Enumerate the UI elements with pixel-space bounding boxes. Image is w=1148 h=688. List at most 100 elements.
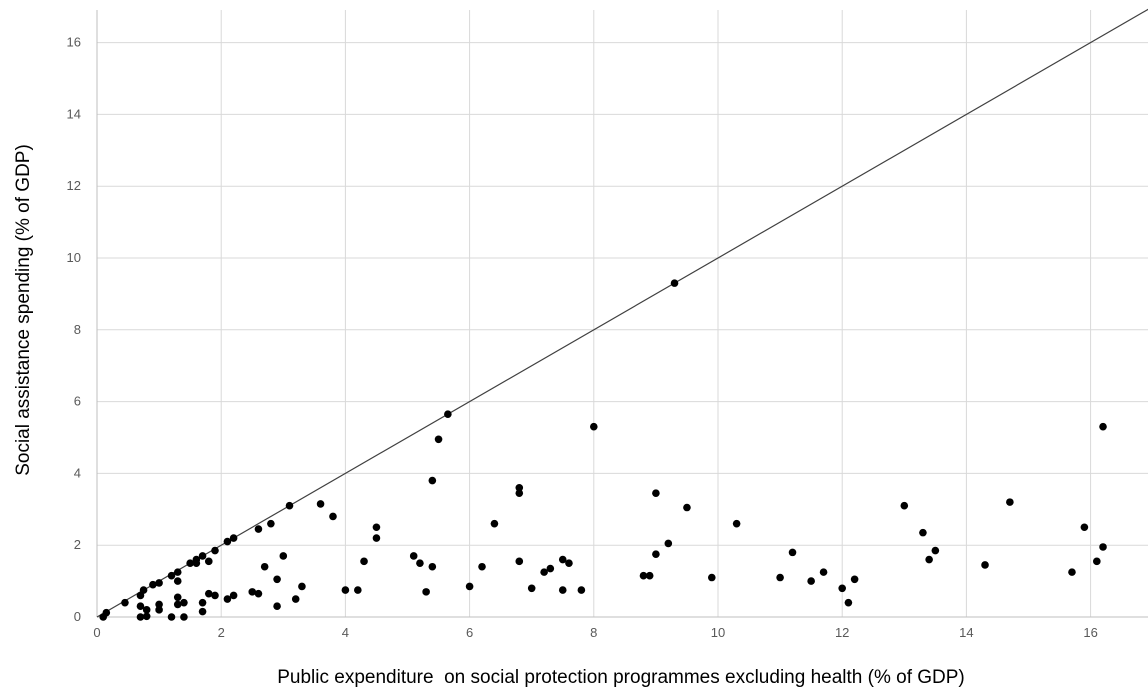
data-point	[900, 501, 909, 510]
data-point	[478, 562, 486, 571]
data-point	[1099, 422, 1107, 431]
data-point	[279, 552, 288, 560]
data-point	[198, 598, 207, 607]
data-point	[204, 557, 213, 566]
data-point	[422, 588, 430, 596]
data-point	[360, 557, 368, 566]
data-point	[139, 586, 148, 594]
data-point	[173, 593, 182, 602]
data-point	[155, 606, 163, 614]
data-point	[173, 577, 182, 585]
y-tick-label: 0	[74, 609, 81, 624]
data-point	[180, 598, 188, 607]
y-tick-label: 10	[67, 250, 81, 265]
data-point	[434, 435, 443, 444]
data-point	[142, 606, 151, 614]
data-point	[931, 546, 940, 555]
data-point	[229, 591, 238, 600]
data-points	[99, 279, 1107, 621]
x-tick-label: 10	[711, 625, 725, 640]
y-tick-label: 12	[67, 178, 81, 193]
data-point	[267, 519, 275, 528]
data-point	[527, 584, 536, 593]
x-tick-label: 12	[835, 625, 849, 640]
x-tick-label: 4	[342, 625, 349, 640]
data-point	[819, 568, 828, 576]
data-point	[329, 512, 337, 521]
data-point	[229, 534, 238, 542]
data-point	[788, 548, 797, 557]
data-point	[198, 607, 207, 616]
data-point	[155, 600, 163, 609]
y-tick-label: 4	[74, 465, 81, 480]
data-point	[186, 559, 194, 567]
data-point	[211, 546, 219, 555]
data-point	[444, 410, 452, 418]
y-tick-label: 16	[67, 35, 81, 50]
data-point	[639, 571, 648, 580]
data-point	[273, 575, 281, 584]
data-point	[167, 613, 176, 621]
x-tick-label: 6	[466, 625, 473, 640]
data-point	[844, 598, 853, 607]
data-point	[372, 523, 381, 532]
data-point	[260, 562, 269, 571]
data-point	[515, 489, 524, 497]
data-point	[919, 528, 927, 537]
x-axis-title: Public expenditure on social protection …	[277, 667, 965, 688]
data-point	[173, 600, 182, 609]
data-point	[155, 579, 163, 587]
x-tick-label: 2	[218, 625, 225, 640]
data-point	[136, 613, 145, 621]
data-point	[136, 602, 145, 611]
data-point	[664, 539, 673, 548]
data-point	[1093, 557, 1101, 566]
data-point	[254, 525, 263, 533]
tick-labels: 0 2 4 6 8 10 12 14 16 0 2 4 6 8 10 12 14 16	[67, 35, 1098, 640]
data-point	[428, 562, 437, 571]
x-tick-label: 14	[959, 625, 973, 640]
data-point	[465, 582, 474, 591]
y-tick-label: 8	[74, 322, 81, 337]
reference-line	[96, 8, 1148, 618]
data-point	[192, 555, 201, 564]
gridlines	[97, 10, 1148, 617]
data-point	[652, 550, 660, 558]
data-point	[590, 422, 598, 431]
data-point	[515, 557, 524, 566]
data-point	[732, 519, 741, 528]
data-point	[670, 279, 679, 287]
data-point	[1068, 568, 1076, 576]
data-point	[298, 582, 306, 591]
data-point	[149, 580, 157, 589]
data-point	[204, 589, 213, 598]
data-point	[173, 568, 182, 576]
axes	[96, 10, 1148, 618]
y-tick-label: 14	[67, 106, 81, 121]
data-point	[645, 571, 654, 580]
data-point	[409, 552, 418, 560]
data-point	[558, 555, 567, 564]
data-point	[565, 559, 573, 567]
data-point	[211, 591, 219, 600]
data-point	[341, 586, 350, 594]
data-point	[515, 483, 524, 492]
data-point	[652, 489, 660, 497]
data-point	[850, 575, 859, 584]
data-point	[807, 577, 815, 585]
data-point	[316, 500, 325, 508]
data-point	[428, 476, 437, 485]
data-point	[102, 608, 111, 617]
x-tick-label: 8	[590, 625, 597, 640]
x-tick-label: 16	[1083, 625, 1097, 640]
data-point	[1080, 523, 1089, 532]
data-point	[254, 589, 263, 598]
data-point	[142, 612, 151, 621]
data-point	[372, 534, 381, 542]
data-point	[1099, 543, 1107, 551]
data-point	[285, 501, 294, 510]
data-point	[223, 537, 232, 546]
y-tick-label: 6	[74, 394, 81, 409]
data-point	[981, 561, 989, 569]
